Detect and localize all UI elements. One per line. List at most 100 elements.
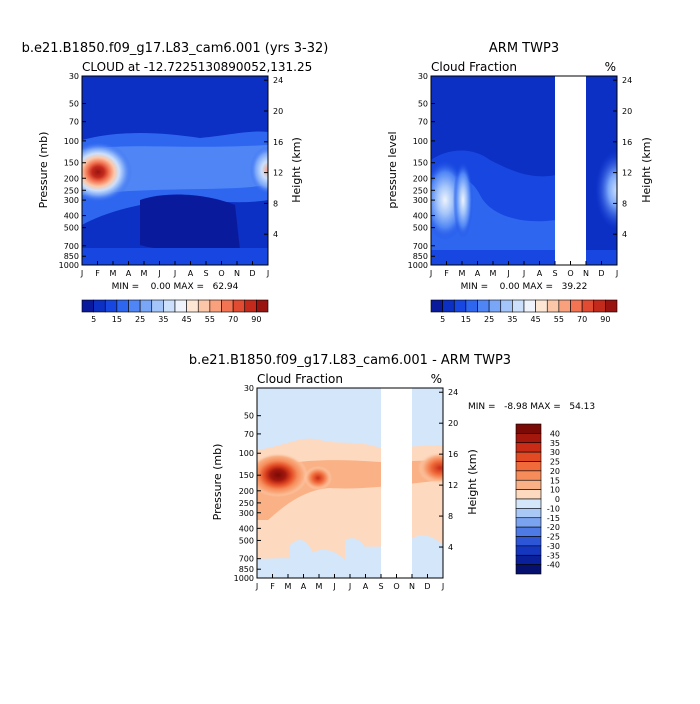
ytick-label: 150 (239, 471, 254, 480)
colorbar-swatch (515, 536, 542, 547)
ytick-label: 500 (413, 224, 428, 233)
xtick-label: J (429, 269, 432, 278)
ytick-label: 300 (413, 196, 428, 205)
panel-diff-title: b.e21.B1850.f09_g17.L83_cam6.001 - ARM T… (189, 353, 511, 368)
colorbar-swatch (570, 299, 583, 313)
xtick-label: A (363, 582, 369, 591)
colorbar-swatch (477, 299, 490, 313)
colorbar-label: 70 (228, 315, 238, 324)
colorbar-label: 25 (484, 315, 494, 324)
ytick-label: 100 (413, 137, 428, 146)
panel-obs-ylabel: pressure level (386, 131, 399, 208)
colorbar-swatch (581, 299, 595, 313)
ytick-right-label: 16 (622, 138, 632, 147)
ytick-right-label: 4 (448, 543, 453, 552)
xtick-label: N (234, 269, 240, 278)
ytick-label: 30 (418, 72, 428, 81)
ytick-label: 700 (239, 555, 254, 564)
colorbar-swatch (104, 299, 118, 313)
xtick-label: A (475, 269, 481, 278)
xtick-label: F (270, 582, 275, 591)
panel-obs-units: % (605, 60, 616, 74)
colorbar-label: 15 (461, 315, 471, 324)
colorbar-label: 0 (555, 495, 560, 504)
colorbar-swatch (515, 508, 542, 519)
panel-model-ylabel: Pressure (mb) (37, 132, 50, 209)
panel-model-title: b.e21.B1850.f09_g17.L83_cam6.001 (yrs 3-… (22, 41, 329, 56)
xtick-label: M (285, 582, 292, 591)
colorbar-swatch (523, 299, 536, 313)
ytick-label: 150 (64, 159, 79, 168)
ytick-right-label: 12 (622, 169, 632, 178)
colorbar-label: 25 (550, 458, 560, 467)
panel-model-field (82, 76, 268, 265)
colorbar-swatch (515, 433, 542, 444)
xtick-label: J (615, 269, 618, 278)
panel-model-colorbar: 5 15 25 35 45 55 70 90 (81, 299, 269, 324)
xtick-label: J (506, 269, 509, 278)
panel-model-yticks-right: 24 20 16 12 8 4 (264, 76, 283, 239)
xtick-label: S (552, 269, 557, 278)
colorbar-label: -40 (547, 561, 560, 570)
panel-obs-title: ARM TWP3 (489, 41, 559, 56)
colorbar-label: 45 (531, 315, 541, 324)
xtick-label: S (378, 582, 383, 591)
xtick-label: D (424, 582, 430, 591)
ytick-right-label: 8 (622, 199, 627, 208)
colorbar-swatch (515, 442, 542, 453)
xtick-label: O (218, 269, 224, 278)
colorbar-label: 15 (550, 476, 560, 485)
ytick-right-label: 24 (622, 76, 632, 85)
panel-model-stats: MIN = 0.00 MAX = 62.94 (112, 282, 239, 292)
colorbar-label: 25 (135, 315, 145, 324)
xtick-label: D (249, 269, 255, 278)
ytick-right-label: 20 (448, 419, 458, 428)
panel-obs-subtitle: Cloud Fraction (431, 60, 517, 74)
ytick-label: 1000 (408, 261, 428, 270)
ytick-label: 700 (413, 242, 428, 251)
panel-obs-field (431, 76, 617, 265)
colorbar-swatch (488, 299, 502, 313)
colorbar-label: -20 (547, 523, 560, 532)
panel-diff-field (257, 388, 443, 578)
colorbar-swatch (163, 299, 176, 313)
colorbar-swatch (500, 299, 513, 313)
colorbar-label: -30 (547, 542, 560, 551)
colorbar-label: 10 (550, 486, 560, 495)
ytick-label: 500 (64, 224, 79, 233)
ytick-right-label: 4 (273, 230, 278, 239)
colorbar-swatch (81, 299, 94, 313)
ytick-label: 50 (244, 412, 254, 421)
ytick-label: 400 (239, 524, 254, 533)
ytick-label: 30 (244, 384, 254, 393)
ytick-label: 1000 (234, 574, 254, 583)
xtick-label: M (316, 582, 323, 591)
colorbar-swatch (515, 554, 542, 565)
xtick-label: M (490, 269, 497, 278)
xtick-label: J (348, 582, 351, 591)
colorbar-label: 15 (112, 315, 122, 324)
ytick-right-label: 20 (622, 107, 632, 116)
xtick-label: O (393, 582, 399, 591)
xtick-label: F (95, 269, 100, 278)
xtick-label: A (126, 269, 132, 278)
colorbar-swatch (535, 299, 548, 313)
colorbar-label: 20 (550, 467, 560, 476)
ytick-label: 250 (64, 186, 79, 195)
xtick-label: J (441, 582, 444, 591)
ytick-label: 400 (64, 212, 79, 221)
xtick-label: A (188, 269, 194, 278)
colorbar-swatch (244, 299, 257, 313)
ytick-label: 30 (69, 72, 79, 81)
colorbar-swatch (558, 299, 571, 313)
ytick-label: 400 (413, 212, 428, 221)
colorbar-swatch (93, 299, 106, 313)
ytick-label: 50 (418, 100, 428, 109)
colorbar-swatch (256, 299, 269, 313)
